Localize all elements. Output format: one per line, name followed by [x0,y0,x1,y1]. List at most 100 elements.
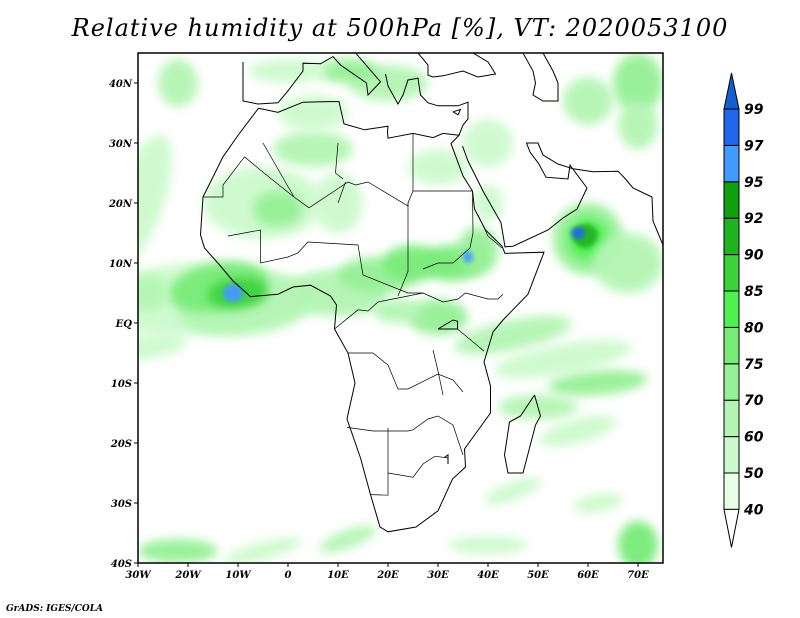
humidity-region [224,537,302,563]
humidity-region [278,95,348,131]
coastline [385,73,469,136]
country-border [477,214,503,249]
country-border [387,455,449,478]
y-tick-label: 10S [111,379,132,390]
x-tick-label: 0 [285,570,292,581]
colorbar: 40 50 60 70 75 80 85 90 92 95 97 99 [723,72,764,548]
country-border [422,190,474,270]
humidity-region [571,227,585,239]
y-tick-label: EQ [115,319,133,330]
y-tick-label: 40N [109,79,133,90]
coastline [444,454,449,464]
colorbar-label: 50 [744,466,764,482]
colorbar-segment [723,144,740,183]
colorbar-label: 90 [744,248,764,264]
country-border [227,229,504,303]
y-tick-label: 20N [108,199,133,210]
colorbar-label: 75 [744,357,764,373]
humidity-region [138,539,218,563]
humidity-region [223,284,243,302]
humidity-region [319,525,377,553]
humidity-field [138,53,663,563]
humidity-region [463,251,473,263]
y-tick-label: 30N [109,139,133,150]
humidity-region [273,131,353,167]
humidity-region [138,275,168,311]
colorbar-label: 60 [744,430,764,446]
country-border [244,156,473,209]
y-axis: 40N 30N 20N 10N EQ 10S 20S 30S 40S [108,79,138,570]
humidity-region [318,59,378,83]
colorbar-segment [723,436,740,474]
humidity-region [463,119,513,167]
country-border [348,352,464,393]
x-tick-label: 70E [627,570,649,581]
coastline [522,53,559,102]
colorbar-over-arrow [723,72,740,110]
humidity-region [484,477,542,505]
colorbar-label: 80 [744,320,764,336]
colorbar-segment [723,290,740,328]
colorbar-segment [723,181,740,219]
humidity-region [138,333,188,361]
country-border [457,328,485,352]
country-border [337,181,346,204]
colorbar-segment [723,472,740,510]
colorbar-segment [723,363,740,401]
coastline [437,319,458,330]
x-tick-label: 10W [225,570,252,581]
country-border [334,292,424,330]
humidity-region [473,185,503,221]
coastline [503,394,542,474]
colorbar-segment [723,399,740,438]
country-border [203,156,245,198]
humidity-region [248,59,328,83]
humidity-region [548,370,648,396]
humidity-region [253,191,303,227]
chart-title: Relative humidity at 500hPa [%], VT: 202… [71,14,729,42]
country-border [432,349,444,396]
humidity-region [448,536,528,554]
humidity-region [613,53,663,113]
humidity-region [494,339,632,379]
colorbar-label: 85 [744,284,764,300]
coastline [199,101,545,533]
humidity-region [539,415,617,447]
x-tick-label: 50E [527,570,549,581]
country-border [397,203,409,297]
coastlines [199,53,663,533]
colorbar-label: 95 [744,175,764,191]
humidity-region [408,299,468,335]
y-tick-label: 20S [110,439,132,450]
humidity-region [408,149,468,185]
colorbar-under-arrow [723,508,740,548]
colorbar-label: 97 [744,138,764,154]
coastline [462,142,663,248]
country-border [335,142,344,180]
humidity-region [373,299,423,323]
humidity-region [618,101,658,149]
humidity-region [458,227,498,275]
x-tick-label: 30E [427,570,449,581]
coastline [452,108,462,116]
colorbar-label: 92 [744,211,763,227]
coastline [417,53,497,78]
y-tick-label: 10N [109,259,133,270]
humidity-region [138,134,173,272]
colorbar-label: 99 [744,102,764,118]
humidity-region [158,59,198,107]
x-tick-label: 30W [125,570,152,581]
y-tick-label: 40S [111,559,132,570]
coastline [242,53,382,105]
colorbar-label: 70 [744,393,764,409]
humidity-region [563,77,613,125]
map-frame [137,52,664,564]
colorbar-segment [723,108,740,146]
x-tick-label: 20W [174,570,202,581]
x-tick-label: 40E [477,570,499,581]
humidity-region [573,493,623,513]
x-tick-label: 60E [577,570,599,581]
colorbar-segment [723,326,740,365]
colorbar-segment [723,254,740,292]
